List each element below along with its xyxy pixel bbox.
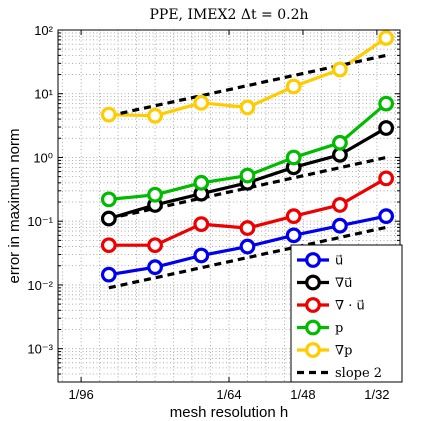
data-point (193, 216, 210, 233)
y-tick-label: 10² (34, 23, 53, 38)
data-point (193, 174, 210, 191)
y-tick-label: 10⁰ (33, 150, 53, 165)
legend-swatch-marker (305, 252, 321, 268)
data-point (147, 237, 163, 254)
data-point (285, 78, 302, 95)
data-point (239, 220, 256, 236)
legend-label: p (335, 321, 343, 336)
data-point (100, 266, 117, 283)
x-axis-label: mesh resolution h (170, 404, 288, 421)
data-point (100, 106, 117, 123)
chart-title: PPE, IMEX2 Δt = 0.2h (149, 7, 308, 23)
legend-label: ∇u⃗ (335, 276, 352, 291)
data-point (239, 167, 256, 184)
y-tick-label: 10¹ (34, 87, 53, 102)
y-tick-label: 10⁻³ (27, 342, 53, 357)
data-point (332, 217, 348, 234)
legend-box (290, 244, 403, 383)
legend-label: u⃗ (335, 254, 343, 269)
data-point (239, 99, 256, 116)
data-point (285, 227, 302, 244)
data-point (332, 197, 348, 213)
data-point (378, 170, 395, 187)
data-point (332, 61, 348, 78)
legend-swatch-marker (305, 342, 321, 358)
y-tick-labels: 10⁻³ 10⁻² 10⁻¹ 10⁰ 10¹ 10² (27, 23, 53, 357)
data-point (100, 210, 117, 227)
legend-swatch-marker (305, 319, 321, 336)
data-point (378, 30, 395, 46)
x-tick-label: 1/96 (68, 387, 93, 402)
data-point (100, 237, 117, 254)
data-point (332, 134, 348, 151)
data-point (100, 191, 117, 208)
data-point (285, 208, 302, 225)
data-point (378, 95, 395, 112)
x-tick-label: 1/64 (216, 387, 241, 402)
legend-swatch-marker (305, 274, 321, 291)
series-markers (100, 30, 395, 283)
y-tick-label: 10⁻¹ (27, 214, 53, 229)
data-point (285, 149, 302, 166)
legend: u⃗ ∇u⃗ ∇ · u⃗ p ∇p slope 2 (290, 244, 403, 383)
legend-label: slope 2 (335, 366, 382, 381)
x-tick-labels: 1/96 1/64 1/48 1/32 (68, 387, 389, 402)
data-point (147, 259, 163, 276)
x-tick-label: 1/32 (364, 387, 389, 402)
data-point (193, 94, 210, 111)
data-point (193, 247, 210, 264)
y-axis-label: error in maximum norm (6, 128, 23, 283)
x-tick-label: 1/48 (290, 387, 315, 402)
data-point (147, 107, 163, 124)
data-point (239, 238, 256, 255)
legend-label: ∇p (335, 344, 352, 359)
data-point (378, 120, 395, 136)
data-point (147, 186, 163, 203)
legend-swatch-marker (305, 297, 321, 313)
y-tick-label: 10⁻² (27, 278, 53, 293)
data-point (378, 208, 395, 225)
legend-label: ∇ · u⃗ (335, 299, 365, 314)
